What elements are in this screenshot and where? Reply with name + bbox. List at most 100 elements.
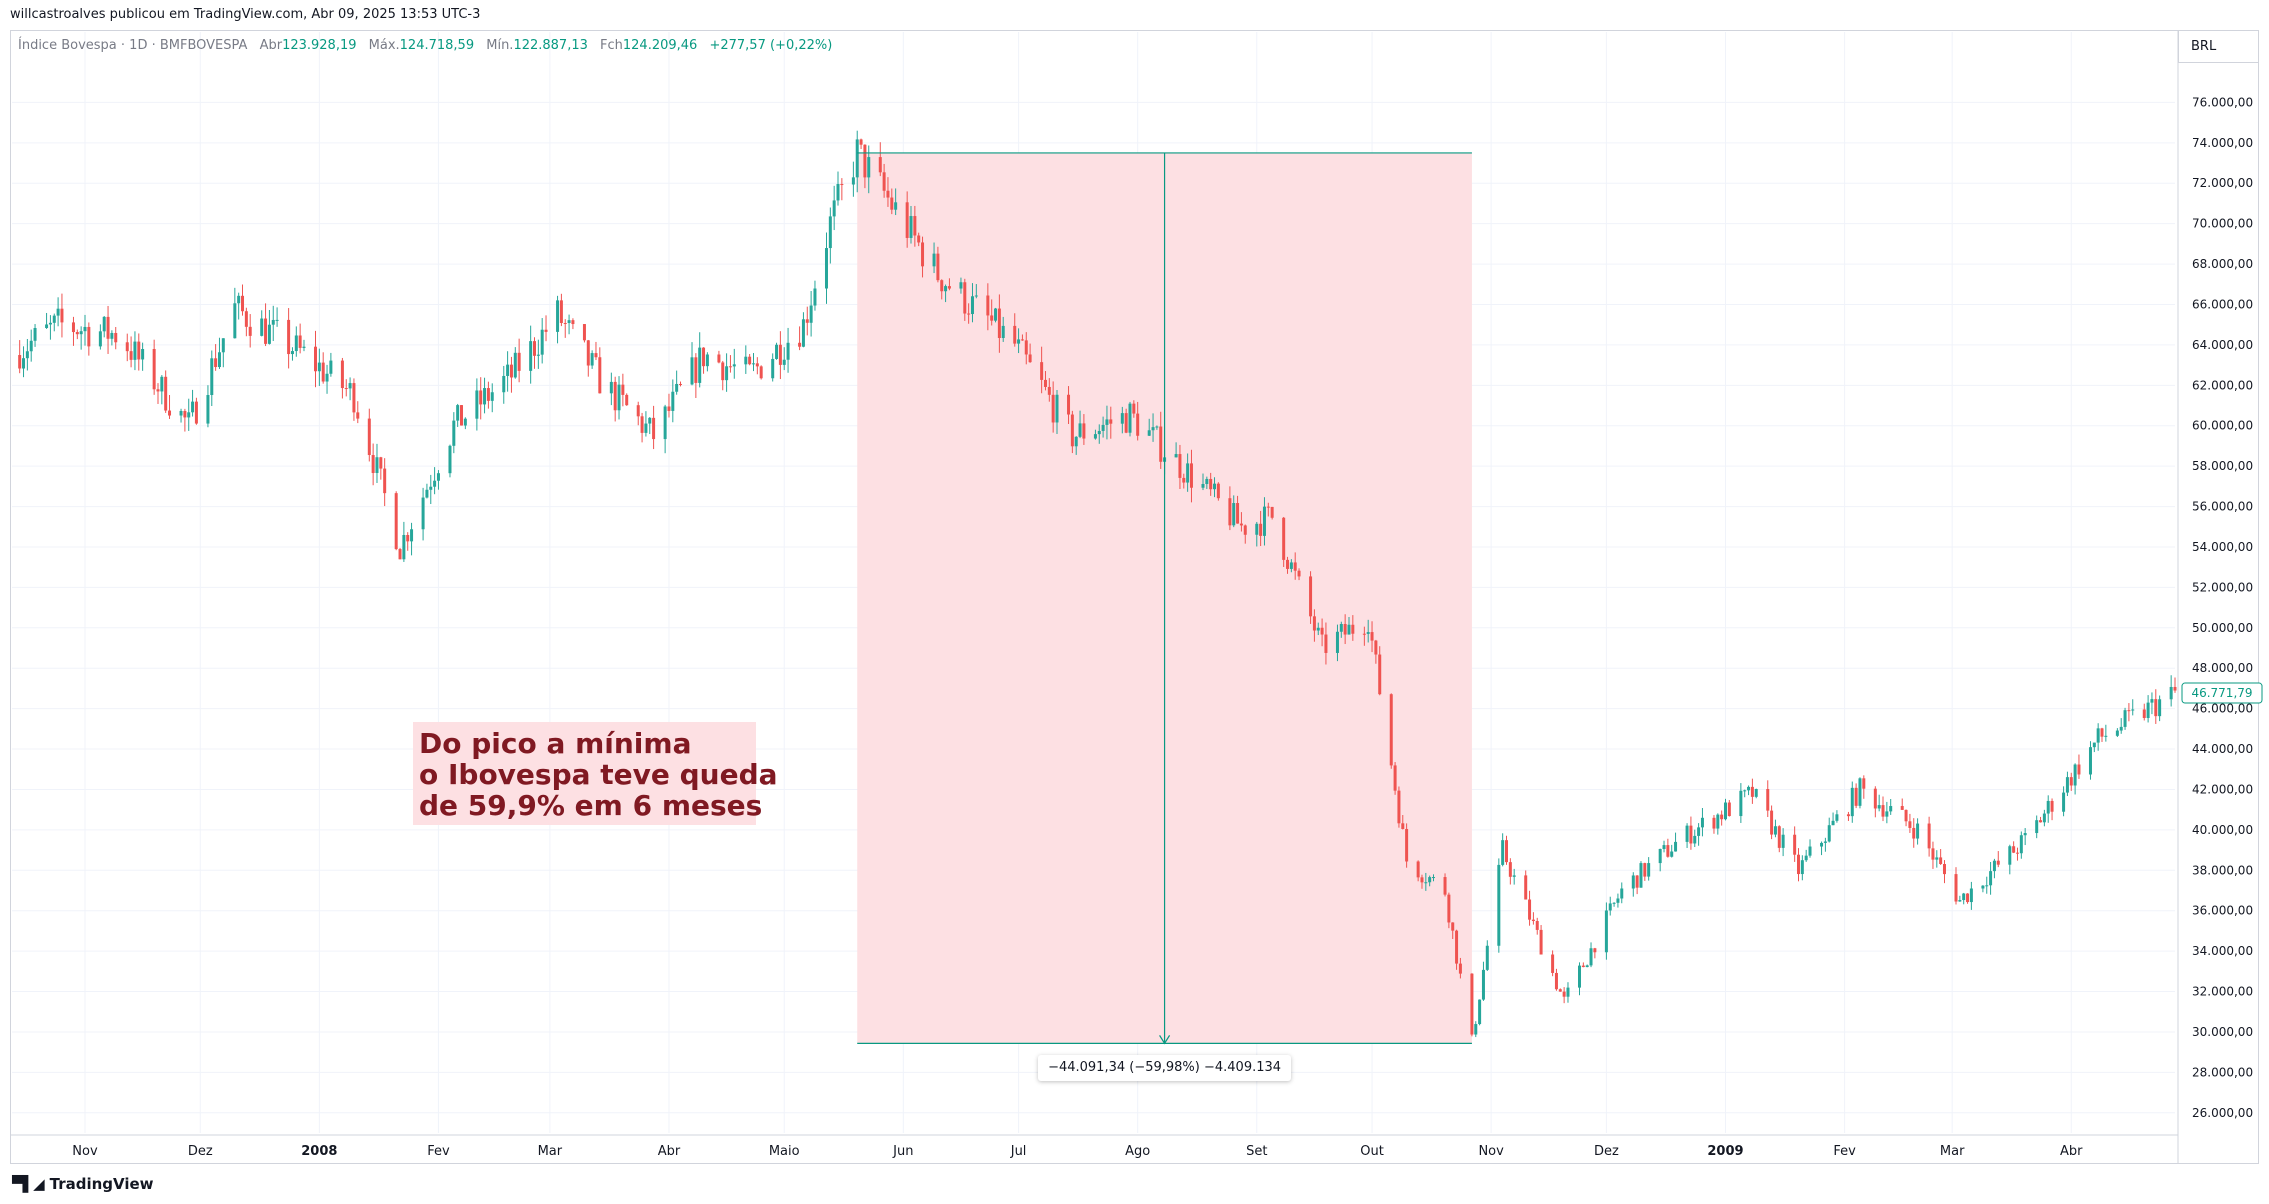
price-tick-label: 54.000,00: [2192, 540, 2253, 554]
candle-body: [832, 200, 836, 217]
currency-button[interactable]: BRL: [2178, 31, 2258, 63]
candle-body: [598, 357, 602, 394]
candle-body: [233, 303, 237, 339]
candle-body: [75, 332, 79, 335]
tradingview-logo[interactable]: ▀▌◢ TradingView: [12, 1172, 154, 1196]
candle-body: [1612, 902, 1616, 904]
candle-body: [640, 416, 644, 433]
candle-body: [340, 360, 344, 389]
candle-body: [1070, 414, 1074, 447]
candle-body: [1420, 877, 1424, 883]
candle-body: [947, 286, 951, 289]
candle-body: [1074, 436, 1078, 447]
candle-body: [2127, 710, 2131, 712]
candle-body: [705, 354, 709, 367]
candle-body: [1362, 633, 1366, 635]
last-price-label: 46.771,79: [2191, 686, 2252, 700]
candle-body: [813, 288, 817, 306]
candle-body: [1931, 848, 1935, 860]
candle-body: [379, 457, 383, 469]
candle-body: [748, 356, 752, 365]
candle-body: [863, 144, 867, 178]
candle-body: [429, 486, 433, 490]
candle-body: [1712, 817, 1716, 829]
candle-body: [506, 364, 510, 376]
candle-body: [1793, 834, 1797, 855]
candle-body: [1747, 786, 1751, 791]
candle-body: [963, 282, 967, 314]
candle-body: [2039, 820, 2043, 823]
candle-body: [1850, 787, 1854, 817]
measure-tool[interactable]: [857, 152, 1472, 1045]
candle-body: [60, 308, 64, 323]
candle-body: [264, 318, 268, 344]
candle-body: [244, 311, 248, 327]
candle-body: [1397, 790, 1401, 824]
candle-body: [2069, 777, 2073, 786]
candle-body: [590, 353, 594, 366]
candle-body: [1962, 893, 1966, 901]
candle-body: [755, 363, 759, 367]
candle-body: [2012, 846, 2016, 853]
candle-body: [1558, 989, 1562, 992]
candle-body: [210, 358, 214, 396]
price-tick-label: 38.000,00: [2192, 863, 2253, 877]
candle-body: [1873, 788, 1877, 809]
candle-body: [509, 364, 513, 378]
candle-body: [1309, 576, 1313, 617]
candle-body: [801, 319, 805, 347]
candle-body: [751, 363, 755, 365]
candle-body: [1432, 877, 1436, 879]
candle-body: [168, 410, 172, 416]
candle-body: [56, 308, 60, 316]
candle-body: [1927, 823, 1931, 849]
candle-body: [1017, 339, 1021, 344]
candle-body: [1831, 820, 1835, 826]
candle-body: [2035, 820, 2039, 834]
candle-body: [940, 280, 944, 292]
price-tick-label: 36.000,00: [2192, 904, 2253, 918]
time-tick-label: 2008: [301, 1144, 337, 1159]
candle-body: [594, 353, 598, 358]
candle-body: [1043, 379, 1047, 387]
candle-body: [1428, 877, 1432, 883]
candle-body: [191, 401, 195, 413]
candle-body: [1827, 825, 1831, 842]
candle-body: [463, 418, 467, 426]
candle-body: [2008, 846, 2012, 865]
time-tick-label: Fev: [1833, 1144, 1856, 1159]
candle-body: [1720, 814, 1724, 820]
candle-body: [1447, 894, 1451, 923]
open-value: 123.928,19: [282, 38, 357, 53]
candle-body: [728, 366, 732, 368]
candle-body: [1351, 624, 1355, 634]
candle-body: [798, 342, 802, 347]
low-label: Mín.: [486, 38, 514, 53]
candle-body: [782, 359, 786, 365]
candle-body: [828, 216, 832, 249]
candle-body: [1186, 463, 1190, 483]
candle-body: [1297, 570, 1301, 577]
candle-body: [329, 360, 333, 374]
candle-body: [2046, 800, 2050, 814]
candle-body: [921, 242, 925, 267]
candle-body: [1885, 811, 1889, 817]
candle-body: [25, 351, 29, 359]
candle-body: [851, 177, 855, 185]
candle-body: [1992, 860, 1996, 872]
candle-body: [698, 347, 702, 383]
candle-body: [778, 344, 782, 365]
candle-body: [271, 319, 275, 325]
candle-body: [1581, 965, 1585, 968]
candle-body: [260, 318, 264, 336]
candle-body: [1908, 821, 1912, 828]
symbol-name: Índice Bovespa · 1D · BMFBOVESPA: [18, 38, 248, 53]
candle-body: [1013, 325, 1017, 344]
candle-body: [759, 366, 763, 379]
candle-body: [1693, 835, 1697, 844]
annotation-note[interactable]: Do pico a mínima o Ibovespa teve queda d…: [413, 722, 778, 825]
candle-body: [617, 384, 621, 411]
candle-body: [267, 324, 271, 344]
candle-body: [475, 390, 479, 419]
